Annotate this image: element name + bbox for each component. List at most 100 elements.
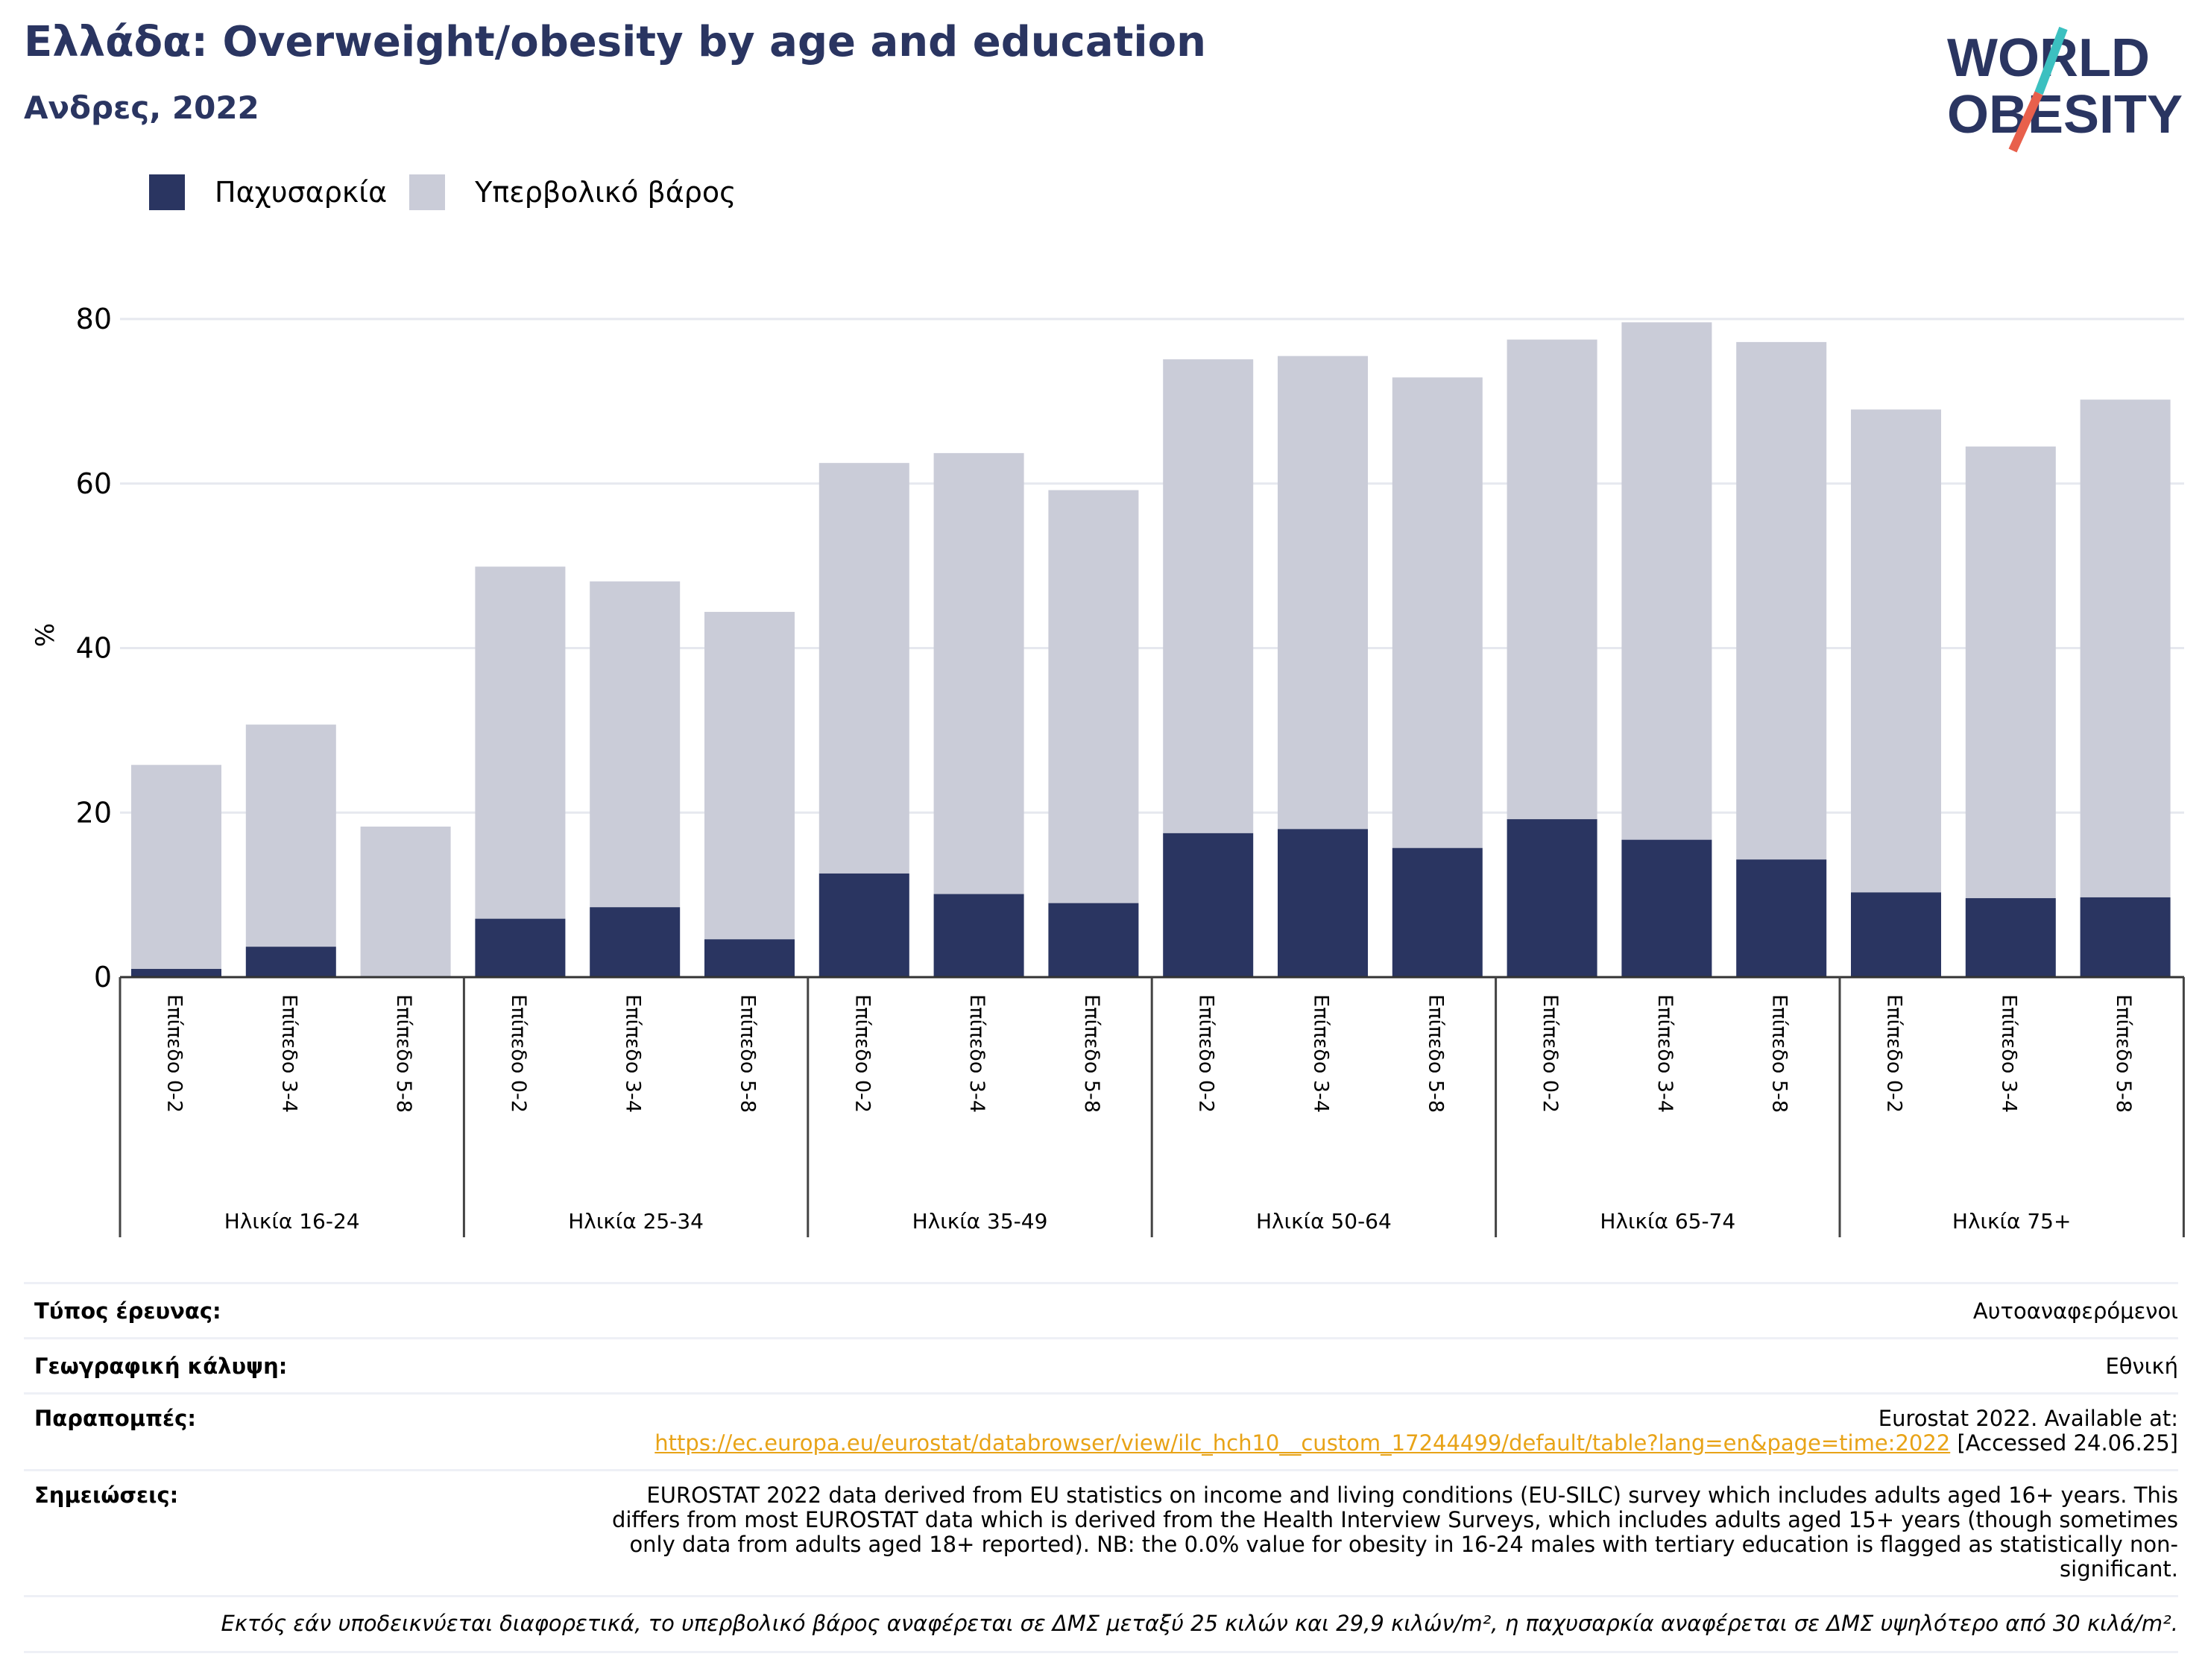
info-row-survey: Τύπος έρευνας: Αυτοαναφερόμενοι	[24, 1282, 2178, 1337]
y-axis: 0 20 40 60 80%	[31, 303, 112, 994]
bar-overweight	[590, 581, 681, 908]
legend-swatch-obesity	[149, 174, 185, 210]
bar-obesity	[2080, 897, 2171, 977]
legend: Παχυσαρκία Υπερβολικό βάρος	[149, 173, 758, 212]
logo-slash-teal	[2034, 26, 2068, 95]
x-tick-label: Επίπεδο 5-8	[2112, 994, 2135, 1113]
footnote: Εκτός εάν υποδεικνύεται διαφορετικά, το …	[24, 1595, 2178, 1653]
bar-overweight	[131, 765, 221, 969]
bar-overweight	[1507, 339, 1597, 820]
bar-obesity	[1392, 847, 1483, 977]
bar-obesity	[475, 918, 566, 977]
bar-obesity	[1851, 892, 1941, 977]
x-tick-label: Επίπεδο 0-2	[507, 994, 530, 1113]
bar-obesity	[933, 894, 1024, 977]
bar-overweight	[1163, 359, 1254, 833]
x-tick-label: Επίπεδο 0-2	[1539, 994, 1562, 1113]
bar-overweight	[1736, 341, 1827, 860]
x-tick-label: Επίπεδο 5-8	[392, 994, 415, 1113]
bar-overweight	[818, 463, 909, 874]
y-tick-label: 0	[94, 961, 112, 994]
y-tick-label: 80	[76, 303, 112, 335]
bar-overweight	[1851, 409, 1941, 893]
bar-obesity	[704, 939, 795, 977]
survey-type-label: Τύπος έρευνας:	[34, 1298, 221, 1324]
x-tick-label: Επίπεδο 3-4	[965, 994, 988, 1113]
legend-label-obesity: Παχυσαρκία	[215, 176, 388, 209]
legend-label-overweight: Υπερβολικό βάρος	[475, 176, 736, 209]
bar-overweight	[933, 452, 1024, 894]
bar-obesity	[1621, 839, 1712, 977]
y-tick-label: 60	[76, 467, 112, 500]
bar-obesity	[1965, 898, 2056, 977]
info-table: Τύπος έρευνας: Αυτοαναφερόμενοι Γεωγραφι…	[24, 1282, 2178, 1653]
group-label: Ηλικία 65-74	[1600, 1209, 1735, 1234]
references-value: Eurostat 2022. Available at: https://ec.…	[654, 1406, 2178, 1456]
coverage-value: Εθνική	[2105, 1354, 2178, 1379]
x-tick-label: Επίπεδο 3-4	[1997, 994, 2020, 1113]
bar-overweight	[475, 566, 566, 919]
group-label: Ηλικία 75+	[1952, 1209, 2072, 1234]
bar-overweight	[704, 611, 795, 940]
bar-obesity	[131, 968, 221, 977]
legend-item-overweight: Υπερβολικό βάρος	[409, 174, 736, 210]
bar-obesity	[1048, 903, 1139, 977]
x-tick-label: Επίπεδο 5-8	[736, 994, 760, 1113]
bar-obesity	[1507, 819, 1597, 977]
bar-overweight	[1278, 356, 1368, 830]
bar-obesity	[1163, 833, 1254, 977]
x-tick-label: Επίπεδο 3-4	[622, 994, 645, 1113]
group-label: Ηλικία 25-34	[568, 1209, 704, 1234]
gridlines	[120, 318, 2184, 814]
x-tick-label: Επίπεδο 5-8	[1424, 994, 1447, 1113]
x-tick-label: Επίπεδο 3-4	[1310, 994, 1333, 1113]
x-tick-label: Επίπεδο 0-2	[1195, 994, 1218, 1113]
bar-obesity	[818, 873, 909, 977]
info-row-coverage: Γεωγραφική κάλυψη: Εθνική	[24, 1337, 2178, 1392]
y-tick-label: 40	[76, 632, 112, 665]
bar-obesity	[245, 947, 336, 977]
group-label: Ηλικία 16-24	[224, 1209, 360, 1234]
survey-type-value: Αυτοαναφερόμενοι	[1972, 1298, 2178, 1324]
notes-label: Σημειώσεις:	[34, 1482, 179, 1508]
x-tick-label: Επίπεδο 0-2	[1883, 994, 1906, 1113]
logo-slash-red	[2008, 91, 2043, 153]
bars	[131, 322, 2171, 977]
group-label: Ηλικία 35-49	[912, 1209, 1048, 1234]
x-tick-label: Επίπεδο 5-8	[1768, 994, 1791, 1113]
y-axis-label: %	[31, 623, 60, 647]
bar-overweight	[245, 724, 336, 947]
x-tick-label: Επίπεδο 3-4	[1653, 994, 1676, 1113]
bar-overweight	[2080, 400, 2171, 897]
x-tick-label: Επίπεδο 0-2	[851, 994, 874, 1113]
bar-overweight	[1965, 446, 2056, 899]
logo-word-obesity: OBESITY	[1947, 85, 2183, 145]
bar-obesity	[1278, 829, 1368, 977]
x-axis: Επίπεδο 0-2 Επίπεδο 3-4 Επίπεδο 5-8 Επίπεδο…	[119, 976, 2185, 1237]
bar-obesity	[1736, 859, 1827, 977]
y-tick-label: 20	[76, 796, 112, 829]
x-tick-label: Επίπεδο 5-8	[1080, 994, 1103, 1113]
group-label: Ηλικία 50-64	[1256, 1209, 1392, 1234]
world-obesity-logo: WORLD OBESITY	[1947, 26, 2183, 153]
x-tick-label: Επίπεδο 3-4	[277, 994, 300, 1113]
bar-overweight	[1621, 322, 1712, 840]
references-accessed: [Accessed 24.06.25]	[1950, 1430, 2178, 1456]
references-label: Παραπομπές:	[34, 1406, 196, 1431]
bar-obesity	[590, 907, 681, 977]
bar-overweight	[1048, 490, 1139, 903]
bar-overweight	[1392, 377, 1483, 848]
coverage-label: Γεωγραφική κάλυψη:	[34, 1354, 288, 1379]
references-link[interactable]: https://ec.europa.eu/eurostat/databrowse…	[654, 1430, 1951, 1456]
chart-title: Ελλάδα: Overweight/obesity by age and ed…	[24, 18, 1206, 66]
legend-swatch-overweight	[409, 174, 446, 210]
notes-value: EUROSTAT 2022 data derived from EU stati…	[611, 1482, 2178, 1582]
bar-overweight	[360, 827, 451, 977]
chart-subtitle: Ανδρες, 2022	[24, 89, 259, 126]
info-row-notes: Σημειώσεις: EUROSTAT 2022 data derived f…	[24, 1469, 2178, 1595]
info-row-references: Παραπομπές: Eurostat 2022. Available at:…	[24, 1392, 2178, 1469]
x-tick-label: Επίπεδο 0-2	[163, 994, 186, 1113]
references-source: Eurostat 2022. Available at:	[1878, 1406, 2178, 1431]
legend-item-obesity: Παχυσαρκία	[149, 174, 387, 210]
